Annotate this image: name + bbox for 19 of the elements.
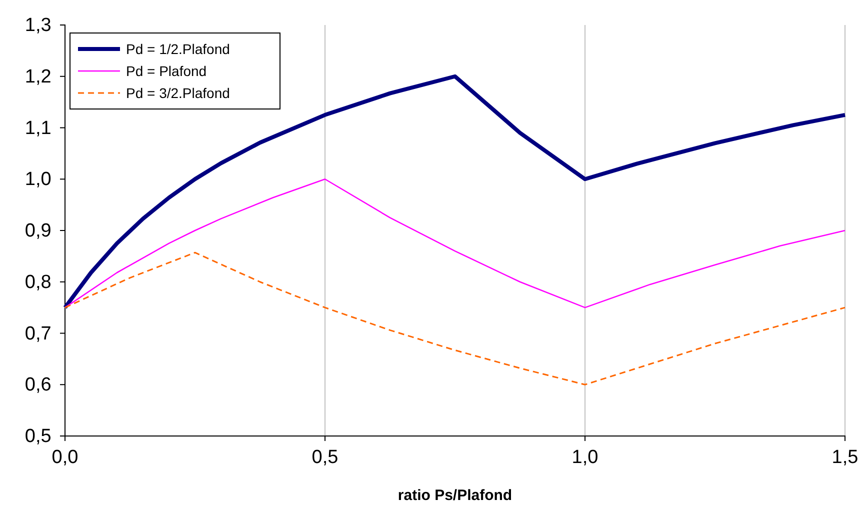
- x-tick-label: 0,5: [312, 447, 338, 468]
- y-tick-label: 0,5: [24, 426, 52, 448]
- legend-label: Pd = Plafond: [126, 63, 207, 79]
- y-tick-label: 1,3: [24, 15, 52, 36]
- y-tick-label: 0,6: [24, 374, 52, 396]
- line-series: [64, 252, 846, 386]
- y-tick-label: 1,1: [24, 118, 52, 139]
- y-tick-label: 1,0: [24, 169, 52, 190]
- legend-label: Pd = 3/2.Plafond: [126, 85, 230, 101]
- y-tick-label: 0,9: [24, 220, 52, 242]
- y-tick-label: 0,8: [24, 272, 52, 293]
- y-tick-label: 0,7: [24, 323, 52, 344]
- x-tick-label: 0,0: [52, 447, 78, 468]
- x-tick-label: 1,0: [572, 447, 598, 468]
- line-series: [64, 178, 846, 308]
- x-tick-label: 1,5: [832, 447, 858, 468]
- y-tick-label: 1,2: [24, 66, 52, 88]
- legend-label: Pd = 1/2.Plafond: [126, 41, 230, 57]
- x-axis-title: ratio Ps/Plafond: [398, 487, 512, 504]
